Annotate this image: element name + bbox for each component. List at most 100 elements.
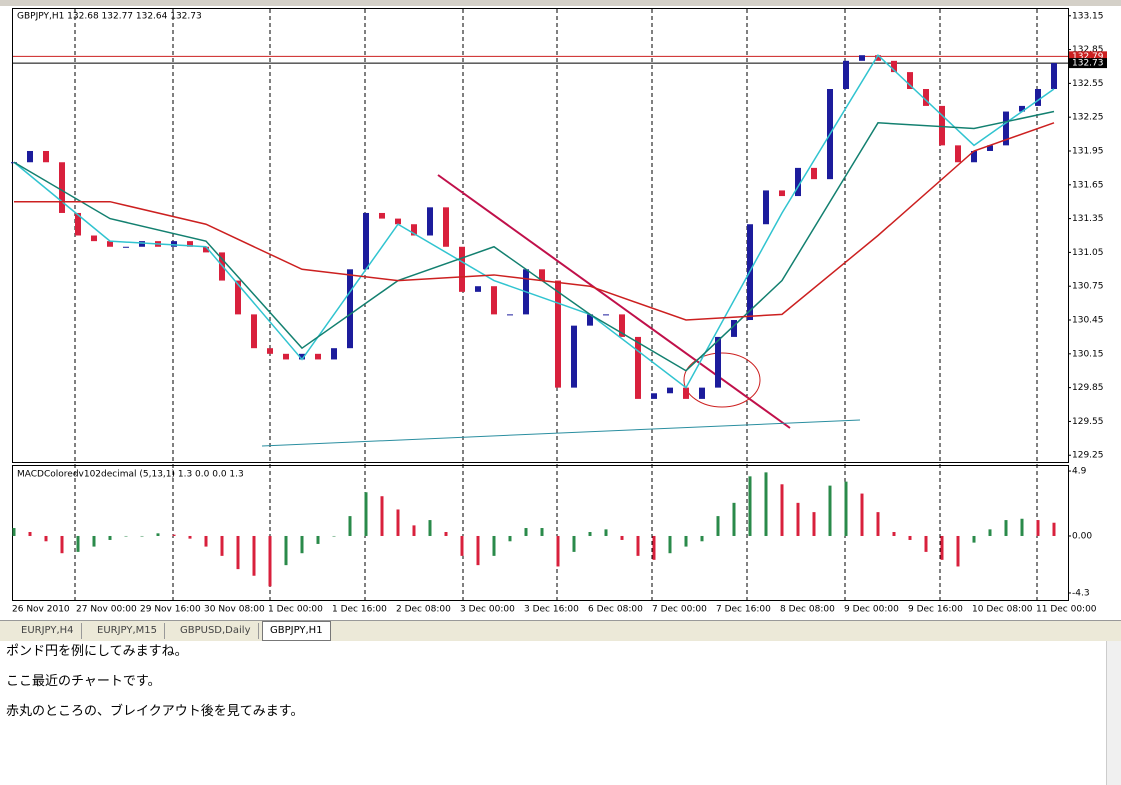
- scrollbar[interactable]: [1106, 641, 1121, 785]
- candle: [347, 269, 353, 349]
- macd-bar: [860, 493, 864, 536]
- macd-bar: [236, 535, 240, 570]
- macd-bar: [620, 535, 624, 540]
- macd-bar: [908, 535, 912, 540]
- candle: [571, 325, 577, 388]
- macd-bar: [508, 535, 512, 542]
- y-tick-label: 132.85: [1072, 45, 1104, 55]
- text-line: ポンド円を例にしてみますね。: [6, 644, 188, 659]
- x-tick-label: 1 Dec 00:00: [268, 605, 323, 615]
- chart-window: GBPJPY,H1 132.68 132.77 132.64 132.73 MA…: [0, 0, 1121, 615]
- candle: [59, 162, 65, 213]
- candle: [491, 286, 497, 315]
- macd-bar: [156, 533, 160, 536]
- candle: [299, 353, 305, 360]
- y-tick-label: 133.15: [1072, 11, 1104, 21]
- y-tick-label: 4.9: [1072, 467, 1087, 477]
- candle: [1019, 105, 1025, 112]
- candle: [955, 145, 961, 163]
- macd-bar: [396, 509, 400, 536]
- y-tick-label: 132.55: [1072, 79, 1104, 89]
- candle: [555, 280, 561, 388]
- candle: [251, 314, 257, 349]
- candle: [379, 212, 385, 219]
- tab[interactable]: GBPUSD,Daily: [173, 623, 259, 639]
- candle: [779, 190, 785, 197]
- chart-title: GBPJPY,H1 132.68 132.77 132.64 132.73: [17, 12, 202, 22]
- macd-bar: [588, 532, 592, 536]
- macd-bar: [700, 535, 704, 542]
- macd-bar: [380, 496, 384, 536]
- x-tick-label: 26 Nov 2010: [12, 605, 70, 615]
- macd-bar: [140, 535, 144, 537]
- x-tick-label: 7 Dec 00:00: [652, 605, 707, 615]
- candle: [811, 167, 817, 180]
- candle: [715, 336, 721, 388]
- macd-bar: [1036, 520, 1040, 536]
- tab-bar: EURJPY,H4 EURJPY,M15 GBPUSD,Daily GBPJPY…: [0, 620, 1121, 641]
- highlight-circle: [683, 352, 761, 408]
- candle: [891, 60, 897, 73]
- candle: [939, 105, 945, 146]
- candle: [603, 314, 609, 316]
- x-tick-label: 29 Nov 16:00: [140, 605, 201, 615]
- macd-bar: [1052, 522, 1056, 536]
- x-tick-label: 7 Dec 16:00: [716, 605, 771, 615]
- candle: [587, 314, 593, 326]
- macd-bar: [684, 535, 688, 547]
- candle: [203, 246, 209, 253]
- macd-bar: [572, 535, 576, 552]
- candle: [507, 314, 513, 316]
- macd-bar: [732, 502, 736, 536]
- y-tick-label: 131.65: [1072, 180, 1104, 190]
- text-area: ポンド円を例にしてみますね。 ここ最近のチャートです。 赤丸のところの、ブレイク…: [0, 641, 1105, 785]
- x-tick-label: 1 Dec 16:00: [332, 605, 387, 615]
- candle: [171, 241, 177, 247]
- macd-bar: [812, 512, 816, 536]
- tab[interactable]: EURJPY,M15: [90, 623, 165, 639]
- tab-active[interactable]: GBPJPY,H1: [262, 621, 331, 641]
- candle: [763, 190, 769, 225]
- candle: [859, 55, 865, 61]
- moving-average: [13, 54, 1055, 389]
- macd-bar: [188, 535, 192, 539]
- y-tick-label: 130.45: [1072, 316, 1104, 326]
- candle: [731, 320, 737, 337]
- macd-bar: [284, 535, 288, 566]
- x-tick-label: 27 Nov 00:00: [76, 605, 137, 615]
- macd-bar: [300, 535, 304, 554]
- price-box-label: 132.79: [1072, 52, 1104, 62]
- y-tick-label: 129.25: [1072, 451, 1104, 461]
- macd-bar: [108, 535, 112, 540]
- macd-bar: [412, 525, 416, 536]
- candle: [331, 348, 337, 360]
- macd-bar: [1020, 518, 1024, 536]
- macd-bar: [748, 476, 752, 536]
- y-tick-label: 132.25: [1072, 113, 1104, 123]
- candle: [971, 150, 977, 163]
- y-tick-label: 131.05: [1072, 248, 1104, 258]
- macd-bar: [972, 535, 976, 543]
- candle: [907, 72, 913, 90]
- macd-bar: [604, 529, 608, 536]
- candle: [27, 150, 33, 163]
- tab[interactable]: EURJPY,H4: [14, 623, 82, 639]
- candle: [75, 212, 81, 236]
- candle: [667, 387, 673, 394]
- candle: [683, 387, 689, 399]
- candle: [795, 167, 801, 197]
- candle: [315, 353, 321, 360]
- macd-bar: [268, 535, 272, 587]
- candle: [91, 235, 97, 242]
- macd-bar: [332, 535, 336, 537]
- x-tick-label: 3 Dec 00:00: [460, 605, 515, 615]
- candle: [427, 207, 433, 236]
- candle: [619, 314, 625, 337]
- y-tick-label: 129.55: [1072, 417, 1104, 427]
- macd-bar: [92, 535, 96, 547]
- candle: [235, 280, 241, 315]
- candle: [843, 60, 849, 90]
- macd-bar: [668, 535, 672, 554]
- macd-bar: [492, 535, 496, 556]
- x-tick-label: 2 Dec 08:00: [396, 605, 451, 615]
